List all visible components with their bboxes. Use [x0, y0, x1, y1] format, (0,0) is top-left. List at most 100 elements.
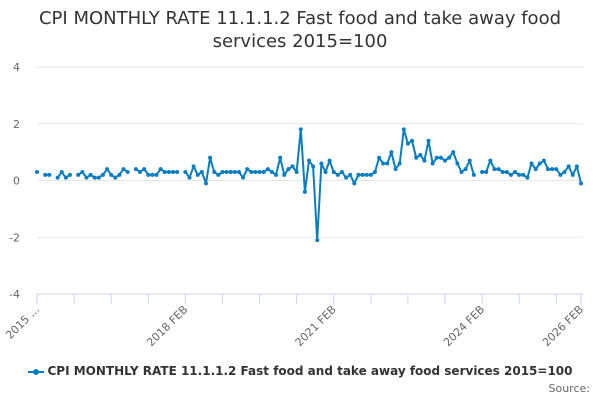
data-point	[67, 172, 72, 177]
data-point	[558, 172, 563, 177]
data-point	[216, 172, 221, 177]
data-point	[274, 172, 279, 177]
data-point	[463, 167, 468, 172]
data-point	[455, 161, 460, 166]
data-point	[562, 169, 567, 174]
data-point	[232, 169, 237, 174]
chart-title: CPI MONTHLY RATE 11.1.1.2 Fast food and …	[0, 7, 600, 53]
data-point	[245, 167, 250, 172]
data-point	[125, 169, 130, 174]
data-point	[517, 172, 522, 177]
y-tick-label: 2	[13, 118, 20, 131]
data-point	[579, 181, 583, 186]
data-point	[142, 167, 147, 172]
data-point	[294, 169, 299, 174]
data-point	[261, 169, 266, 174]
data-point	[508, 172, 513, 177]
data-point	[228, 169, 233, 174]
data-point	[236, 169, 241, 174]
data-point	[492, 167, 497, 172]
data-point	[414, 155, 419, 160]
data-point	[327, 158, 332, 163]
data-point	[496, 167, 501, 172]
y-tick-label: -4	[9, 288, 20, 301]
data-point	[43, 172, 48, 177]
data-point	[500, 169, 505, 174]
data-point	[109, 172, 114, 177]
data-point	[59, 169, 64, 174]
data-point	[377, 155, 382, 160]
data-point	[175, 169, 180, 174]
data-point	[335, 172, 340, 177]
data-point	[92, 175, 97, 180]
data-point	[381, 161, 386, 166]
data-point	[430, 161, 435, 166]
data-point	[426, 138, 431, 143]
data-point	[105, 167, 110, 172]
legend-line-marker-icon	[27, 368, 44, 375]
data-point	[372, 169, 377, 174]
legend-item[interactable]: CPI MONTHLY RATE 11.1.1.2 Fast food and …	[0, 364, 600, 378]
data-point	[504, 169, 509, 174]
data-point	[96, 175, 101, 180]
data-point	[199, 169, 204, 174]
data-point	[574, 164, 579, 169]
data-point	[35, 169, 39, 174]
data-point	[443, 158, 447, 163]
data-point	[55, 175, 60, 180]
data-point	[554, 167, 559, 172]
data-point	[158, 167, 163, 172]
data-point	[401, 127, 406, 132]
data-point	[550, 167, 555, 172]
data-point	[393, 167, 398, 172]
data-point	[257, 169, 262, 174]
data-point	[438, 155, 443, 160]
data-point	[513, 169, 518, 174]
data-point	[418, 152, 423, 157]
data-point	[352, 181, 357, 186]
data-point	[364, 172, 369, 177]
x-tick-label: 2026 FEB	[540, 303, 586, 349]
y-tick-label: -2	[9, 231, 20, 244]
data-point	[311, 164, 316, 169]
data-point	[356, 172, 361, 177]
data-point	[154, 172, 159, 177]
y-tick-label: 0	[13, 175, 20, 188]
data-point	[467, 158, 472, 163]
data-point	[224, 169, 229, 174]
data-point	[434, 155, 439, 160]
data-point	[146, 172, 151, 177]
data-point	[480, 169, 485, 174]
data-point	[422, 158, 427, 163]
data-point	[84, 175, 89, 180]
data-point	[187, 175, 192, 180]
data-point	[319, 161, 324, 166]
data-point	[278, 155, 283, 160]
data-point	[348, 172, 353, 177]
data-point	[88, 172, 93, 177]
data-point	[488, 158, 493, 163]
data-point	[331, 169, 336, 174]
data-point	[368, 172, 373, 177]
chart-title-line-1: CPI MONTHLY RATE 11.1.1.2 Fast food and …	[38, 8, 562, 29]
data-point	[191, 164, 196, 169]
data-point	[47, 172, 52, 177]
x-tick-label: 2024 FEB	[441, 303, 487, 349]
data-point	[290, 164, 295, 169]
y-tick-label: 4	[13, 61, 20, 74]
data-point	[541, 158, 546, 163]
data-point	[570, 172, 575, 177]
data-point	[447, 155, 452, 160]
data-point	[286, 167, 291, 172]
data-point	[405, 141, 410, 146]
data-point	[298, 127, 303, 132]
data-point	[249, 169, 254, 174]
data-point	[162, 169, 167, 174]
data-point	[150, 172, 155, 177]
data-point	[100, 172, 105, 177]
data-point	[344, 175, 349, 180]
source-credit[interactable]: Source:	[548, 382, 591, 395]
data-point	[203, 181, 208, 186]
data-point	[521, 172, 526, 177]
data-point	[171, 169, 175, 174]
